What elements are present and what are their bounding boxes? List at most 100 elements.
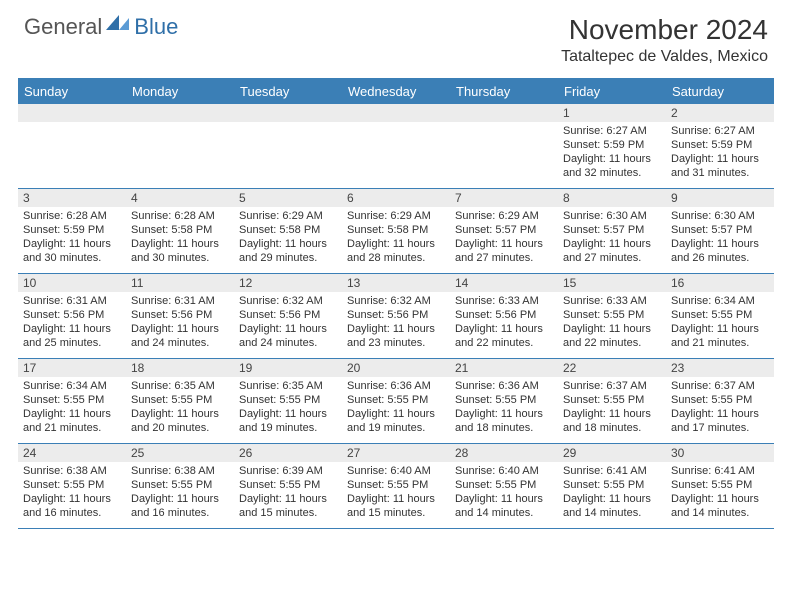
- weekday-sunday: Sunday: [18, 80, 126, 104]
- sunset-text: Sunset: 5:55 PM: [239, 393, 338, 407]
- sunset-text: Sunset: 5:55 PM: [671, 478, 770, 492]
- day-details: Sunrise: 6:41 AMSunset: 5:55 PMDaylight:…: [558, 462, 666, 528]
- sunrise-text: Sunrise: 6:32 AM: [347, 294, 446, 308]
- sunset-text: Sunset: 5:56 PM: [131, 308, 230, 322]
- calendar-week: 12Sunrise: 6:27 AMSunset: 5:59 PMDayligh…: [18, 104, 774, 189]
- sunset-text: Sunset: 5:55 PM: [671, 393, 770, 407]
- day-number: 20: [342, 359, 450, 377]
- day-details: [234, 122, 342, 188]
- day-details: Sunrise: 6:31 AMSunset: 5:56 PMDaylight:…: [126, 292, 234, 358]
- sunrise-text: Sunrise: 6:33 AM: [455, 294, 554, 308]
- daylight-text: Daylight: 11 hours and 20 minutes.: [131, 407, 230, 435]
- sunrise-text: Sunrise: 6:27 AM: [563, 124, 662, 138]
- sunset-text: Sunset: 5:55 PM: [563, 308, 662, 322]
- sunrise-text: Sunrise: 6:33 AM: [563, 294, 662, 308]
- sunrise-text: Sunrise: 6:30 AM: [563, 209, 662, 223]
- calendar-body: 12Sunrise: 6:27 AMSunset: 5:59 PMDayligh…: [18, 104, 774, 529]
- sunrise-text: Sunrise: 6:28 AM: [131, 209, 230, 223]
- day-number: 4: [126, 189, 234, 207]
- daylight-text: Daylight: 11 hours and 21 minutes.: [23, 407, 122, 435]
- logo: General Blue: [24, 14, 178, 40]
- daylight-text: Daylight: 11 hours and 24 minutes.: [239, 322, 338, 350]
- sunset-text: Sunset: 5:59 PM: [563, 138, 662, 152]
- day-number: 27: [342, 444, 450, 462]
- day-details: Sunrise: 6:34 AMSunset: 5:55 PMDaylight:…: [666, 292, 774, 358]
- day-details: Sunrise: 6:33 AMSunset: 5:56 PMDaylight:…: [450, 292, 558, 358]
- day-number: 21: [450, 359, 558, 377]
- sunset-text: Sunset: 5:55 PM: [347, 478, 446, 492]
- day-body-row: Sunrise: 6:27 AMSunset: 5:59 PMDaylight:…: [18, 122, 774, 188]
- day-number: 3: [18, 189, 126, 207]
- day-details: [450, 122, 558, 188]
- day-details: Sunrise: 6:36 AMSunset: 5:55 PMDaylight:…: [342, 377, 450, 443]
- sunset-text: Sunset: 5:55 PM: [131, 478, 230, 492]
- sunrise-text: Sunrise: 6:35 AM: [239, 379, 338, 393]
- day-number: 7: [450, 189, 558, 207]
- day-number: [18, 104, 126, 122]
- daylight-text: Daylight: 11 hours and 30 minutes.: [131, 237, 230, 265]
- day-number: 17: [18, 359, 126, 377]
- day-number: 8: [558, 189, 666, 207]
- day-number: 1: [558, 104, 666, 122]
- day-details: Sunrise: 6:32 AMSunset: 5:56 PMDaylight:…: [342, 292, 450, 358]
- daylight-text: Daylight: 11 hours and 25 minutes.: [23, 322, 122, 350]
- day-number: 24: [18, 444, 126, 462]
- day-details: Sunrise: 6:38 AMSunset: 5:55 PMDaylight:…: [18, 462, 126, 528]
- sunset-text: Sunset: 5:58 PM: [131, 223, 230, 237]
- daylight-text: Daylight: 11 hours and 29 minutes.: [239, 237, 338, 265]
- page-header: General Blue November 2024 Tataltepec de…: [0, 0, 792, 72]
- daylight-text: Daylight: 11 hours and 15 minutes.: [239, 492, 338, 520]
- day-details: Sunrise: 6:30 AMSunset: 5:57 PMDaylight:…: [558, 207, 666, 273]
- day-details: Sunrise: 6:29 AMSunset: 5:58 PMDaylight:…: [234, 207, 342, 273]
- day-number: 11: [126, 274, 234, 292]
- day-details: Sunrise: 6:32 AMSunset: 5:56 PMDaylight:…: [234, 292, 342, 358]
- calendar-week: 10111213141516Sunrise: 6:31 AMSunset: 5:…: [18, 274, 774, 359]
- sunrise-text: Sunrise: 6:29 AM: [347, 209, 446, 223]
- day-number: 29: [558, 444, 666, 462]
- daylight-text: Daylight: 11 hours and 14 minutes.: [563, 492, 662, 520]
- month-title: November 2024: [561, 14, 768, 46]
- sunset-text: Sunset: 5:59 PM: [671, 138, 770, 152]
- daylight-text: Daylight: 11 hours and 19 minutes.: [239, 407, 338, 435]
- weekday-thursday: Thursday: [450, 80, 558, 104]
- day-body-row: Sunrise: 6:28 AMSunset: 5:59 PMDaylight:…: [18, 207, 774, 273]
- day-number-row: 24252627282930: [18, 444, 774, 462]
- sunrise-text: Sunrise: 6:40 AM: [347, 464, 446, 478]
- sunset-text: Sunset: 5:55 PM: [455, 478, 554, 492]
- daylight-text: Daylight: 11 hours and 32 minutes.: [563, 152, 662, 180]
- day-details: Sunrise: 6:35 AMSunset: 5:55 PMDaylight:…: [234, 377, 342, 443]
- sunrise-text: Sunrise: 6:41 AM: [563, 464, 662, 478]
- day-details: Sunrise: 6:39 AMSunset: 5:55 PMDaylight:…: [234, 462, 342, 528]
- day-number: 30: [666, 444, 774, 462]
- logo-text-general: General: [24, 14, 102, 40]
- daylight-text: Daylight: 11 hours and 31 minutes.: [671, 152, 770, 180]
- sunrise-text: Sunrise: 6:37 AM: [671, 379, 770, 393]
- title-block: November 2024 Tataltepec de Valdes, Mexi…: [561, 14, 768, 66]
- day-number: 14: [450, 274, 558, 292]
- sunrise-text: Sunrise: 6:34 AM: [671, 294, 770, 308]
- sunrise-text: Sunrise: 6:29 AM: [239, 209, 338, 223]
- daylight-text: Daylight: 11 hours and 28 minutes.: [347, 237, 446, 265]
- sunrise-text: Sunrise: 6:40 AM: [455, 464, 554, 478]
- day-number-row: 10111213141516: [18, 274, 774, 292]
- day-details: [126, 122, 234, 188]
- daylight-text: Daylight: 11 hours and 19 minutes.: [347, 407, 446, 435]
- sunset-text: Sunset: 5:55 PM: [131, 393, 230, 407]
- weekday-wednesday: Wednesday: [342, 80, 450, 104]
- daylight-text: Daylight: 11 hours and 27 minutes.: [455, 237, 554, 265]
- sunset-text: Sunset: 5:56 PM: [23, 308, 122, 322]
- daylight-text: Daylight: 11 hours and 23 minutes.: [347, 322, 446, 350]
- daylight-text: Daylight: 11 hours and 16 minutes.: [131, 492, 230, 520]
- daylight-text: Daylight: 11 hours and 22 minutes.: [563, 322, 662, 350]
- day-details: Sunrise: 6:37 AMSunset: 5:55 PMDaylight:…: [558, 377, 666, 443]
- day-details: Sunrise: 6:29 AMSunset: 5:57 PMDaylight:…: [450, 207, 558, 273]
- day-body-row: Sunrise: 6:31 AMSunset: 5:56 PMDaylight:…: [18, 292, 774, 358]
- daylight-text: Daylight: 11 hours and 15 minutes.: [347, 492, 446, 520]
- day-number: 25: [126, 444, 234, 462]
- day-number: 26: [234, 444, 342, 462]
- daylight-text: Daylight: 11 hours and 24 minutes.: [131, 322, 230, 350]
- sunrise-text: Sunrise: 6:29 AM: [455, 209, 554, 223]
- sunset-text: Sunset: 5:58 PM: [239, 223, 338, 237]
- day-details: Sunrise: 6:37 AMSunset: 5:55 PMDaylight:…: [666, 377, 774, 443]
- day-number: 19: [234, 359, 342, 377]
